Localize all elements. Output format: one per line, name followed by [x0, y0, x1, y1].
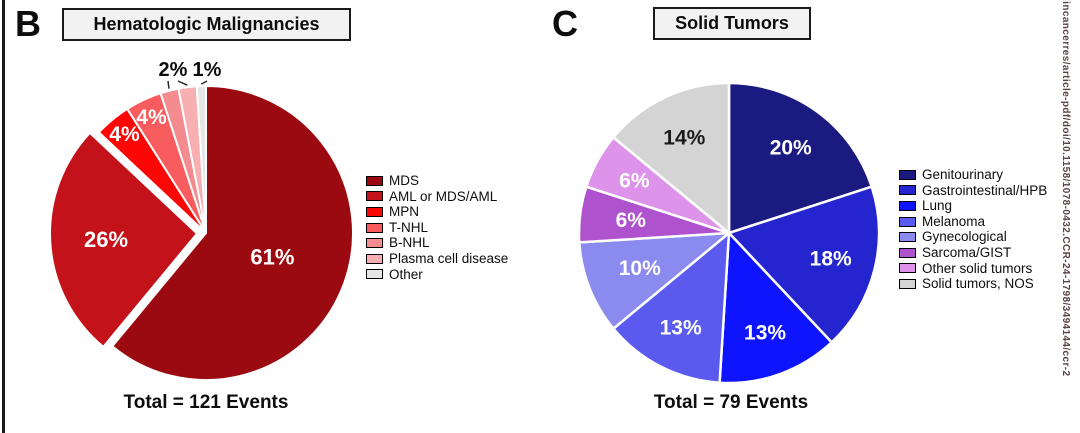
legend-item: Gynecological: [899, 229, 1047, 245]
slice-percent-label-outside: 2%: [159, 59, 188, 81]
legend-label: Solid tumors, NOS: [922, 276, 1034, 292]
legend-swatch: [899, 278, 916, 289]
slice-percent-label: 61%: [250, 244, 294, 269]
legend-swatch: [899, 216, 916, 227]
legend-item: AML or MDS/AML: [366, 189, 508, 205]
legend-item: T-NHL: [366, 220, 508, 236]
legend-item: Gastrointestinal/HPB: [899, 183, 1047, 199]
legend-item: Lung: [899, 198, 1047, 214]
pie-slice: [727, 185, 881, 344]
legend-item: B-NHL: [366, 235, 508, 251]
legend-swatch: [899, 185, 916, 196]
legend-label: Sarcoma/GIST: [922, 245, 1012, 261]
pie-slice: [111, 85, 354, 381]
pie-slice: [578, 231, 731, 330]
legend-label: Lung: [922, 198, 953, 214]
slice-percent-label: 18%: [810, 248, 852, 271]
legend-label: MDS: [389, 173, 419, 189]
legend-item: Other solid tumors: [899, 261, 1047, 277]
panel-c-title: Solid Tumors: [675, 13, 789, 33]
legend-swatch: [366, 191, 383, 202]
legend-swatch: [899, 232, 916, 243]
legend-swatch: [899, 200, 916, 211]
legend-item: Sarcoma/GIST: [899, 245, 1047, 261]
slice-percent-label: 26%: [84, 227, 128, 252]
slice-percent-label: 10%: [619, 257, 661, 280]
pie-slice: [718, 231, 833, 385]
panel-c-legend: Genitourinary Gastrointestinal/HPB Lung Mel…: [899, 167, 1047, 292]
legend-swatch: [366, 253, 383, 264]
legend-label: Genitourinary: [922, 167, 1004, 183]
legend-item: Other: [366, 267, 508, 283]
label-leader-line: [167, 80, 170, 89]
side-watermark-text: lincancerres/article-pdf/doi/10.1158/107…: [1060, 0, 1071, 377]
pie-slice: [727, 81, 873, 235]
legend-swatch: [366, 238, 383, 249]
legend-swatch: [899, 263, 916, 274]
legend-item: Genitourinary: [899, 167, 1047, 183]
slice-percent-label: 13%: [744, 322, 786, 345]
legend-swatch: [366, 175, 383, 186]
legend-swatch: [366, 222, 383, 233]
legend-label: MPN: [389, 204, 419, 220]
panel-c-total: Total = 79 Events: [653, 392, 809, 413]
legend-label: T-NHL: [389, 219, 429, 235]
legend-item: Solid tumors, NOS: [899, 276, 1047, 292]
pie-slice: [49, 131, 199, 348]
legend-label: Other solid tumors: [922, 260, 1033, 276]
slice-percent-label: 4%: [109, 123, 140, 146]
legend-label: Gynecological: [922, 229, 1007, 245]
legend-item: MDS: [366, 173, 508, 189]
legend-item: Plasma cell disease: [366, 251, 508, 267]
panel-c-title-box: Solid Tumors: [653, 7, 811, 40]
slice-percent-label: 13%: [660, 316, 702, 339]
panel-b-total: Total = 121 Events: [123, 392, 289, 413]
pie-slice: [195, 85, 207, 234]
panel-b-legend: MDS AML or MDS/AML MPN T-NHL B-NHL Plasma cel…: [366, 173, 508, 282]
label-leader-line: [200, 80, 208, 85]
slice-percent-label: 6%: [619, 169, 650, 192]
figure-left-border: [2, 0, 5, 433]
legend-label: Gastrointestinal/HPB: [922, 182, 1048, 198]
pie-slice: [612, 231, 731, 384]
slice-percent-label-outside: 1%: [193, 59, 222, 81]
panel-b-title-box: Hematologic Malignancies: [62, 8, 351, 41]
legend-item: Melanoma: [899, 214, 1047, 230]
legend-label: Melanoma: [922, 213, 986, 229]
panel-b-title: Hematologic Malignancies: [93, 14, 320, 34]
panel-b-letter: B: [15, 3, 41, 44]
slice-percent-label: 20%: [770, 137, 812, 160]
slice-percent-label: 6%: [616, 209, 647, 232]
legend-swatch: [899, 247, 916, 258]
legend-label: Plasma cell disease: [389, 251, 509, 267]
legend-swatch: [899, 169, 916, 180]
legend-swatch: [366, 269, 383, 280]
legend-label: Other: [389, 266, 423, 282]
pie-slice: [612, 81, 731, 235]
legend-label: B-NHL: [389, 235, 430, 251]
pie-c: 20% 18% 13% 13% 10% 6% 6% 14%: [577, 81, 881, 385]
label-leader-line: [177, 80, 188, 86]
pie-b: 61% 26% 4%4% 2% 1%: [49, 59, 354, 381]
legend-item: MPN: [366, 204, 508, 220]
slice-percent-label: 4%: [136, 106, 167, 129]
panel-c-letter: C: [552, 3, 578, 44]
legend-label: AML or MDS/AML: [389, 188, 498, 204]
slice-percent-label: 14%: [663, 126, 705, 149]
legend-swatch: [366, 206, 383, 217]
